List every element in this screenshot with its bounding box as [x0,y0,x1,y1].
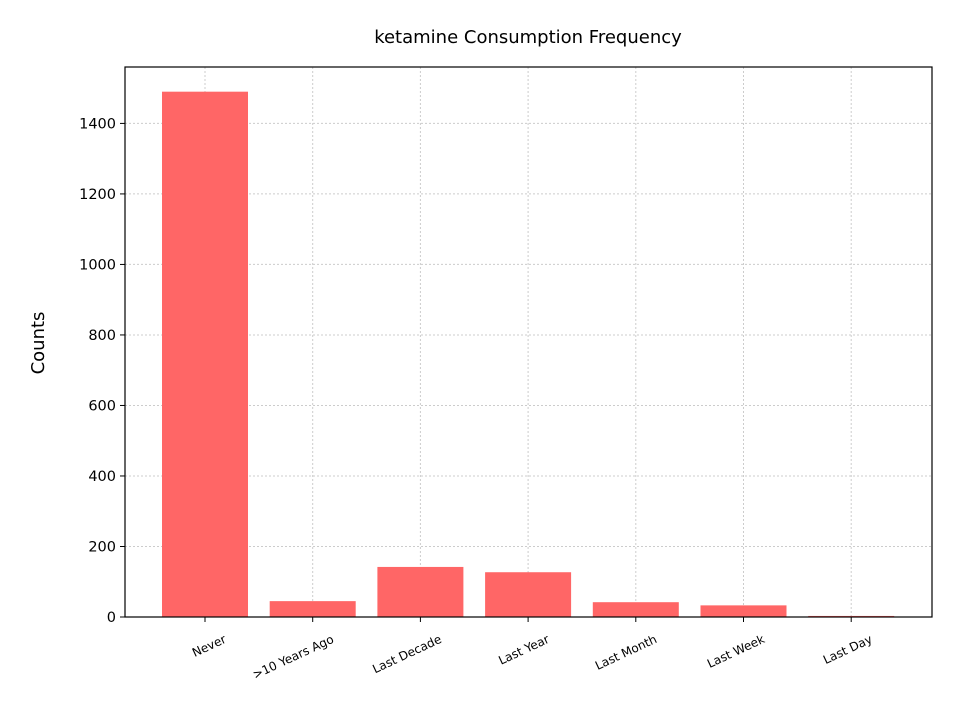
y-tick-label: 200 [88,539,116,555]
y-tick-label: 1400 [79,116,116,132]
x-tick-label: Last Week [705,632,767,671]
x-tick-label: Last Day [821,632,875,667]
bar [485,572,572,617]
y-axis: 0 200 400 600 800 1000 1200 1400 [79,116,125,626]
x-tick-label: Last Year [496,632,551,668]
x-tick-label: Never [190,632,228,660]
y-tick-label: 0 [107,610,116,626]
x-axis: Never >10 Years Ago Last Decade Last Year La… [190,617,875,682]
y-axis-label: Counts [28,312,49,375]
bar [700,605,787,617]
chart-title: ketamine Consumption Frequency [374,27,682,48]
y-tick-label: 1200 [79,187,116,203]
y-tick-label: 800 [88,328,116,344]
x-tick-label: Last Month [593,632,659,673]
y-tick-label: 400 [88,469,116,485]
bar [269,601,356,617]
bars [162,91,895,617]
y-tick-label: 600 [88,398,116,414]
y-tick-label: 1000 [79,257,116,273]
bar [592,602,679,617]
x-tick-label: Last Decade [370,632,443,676]
bar [162,91,248,617]
x-tick-label: >10 Years Ago [250,632,335,682]
bar [377,566,464,617]
